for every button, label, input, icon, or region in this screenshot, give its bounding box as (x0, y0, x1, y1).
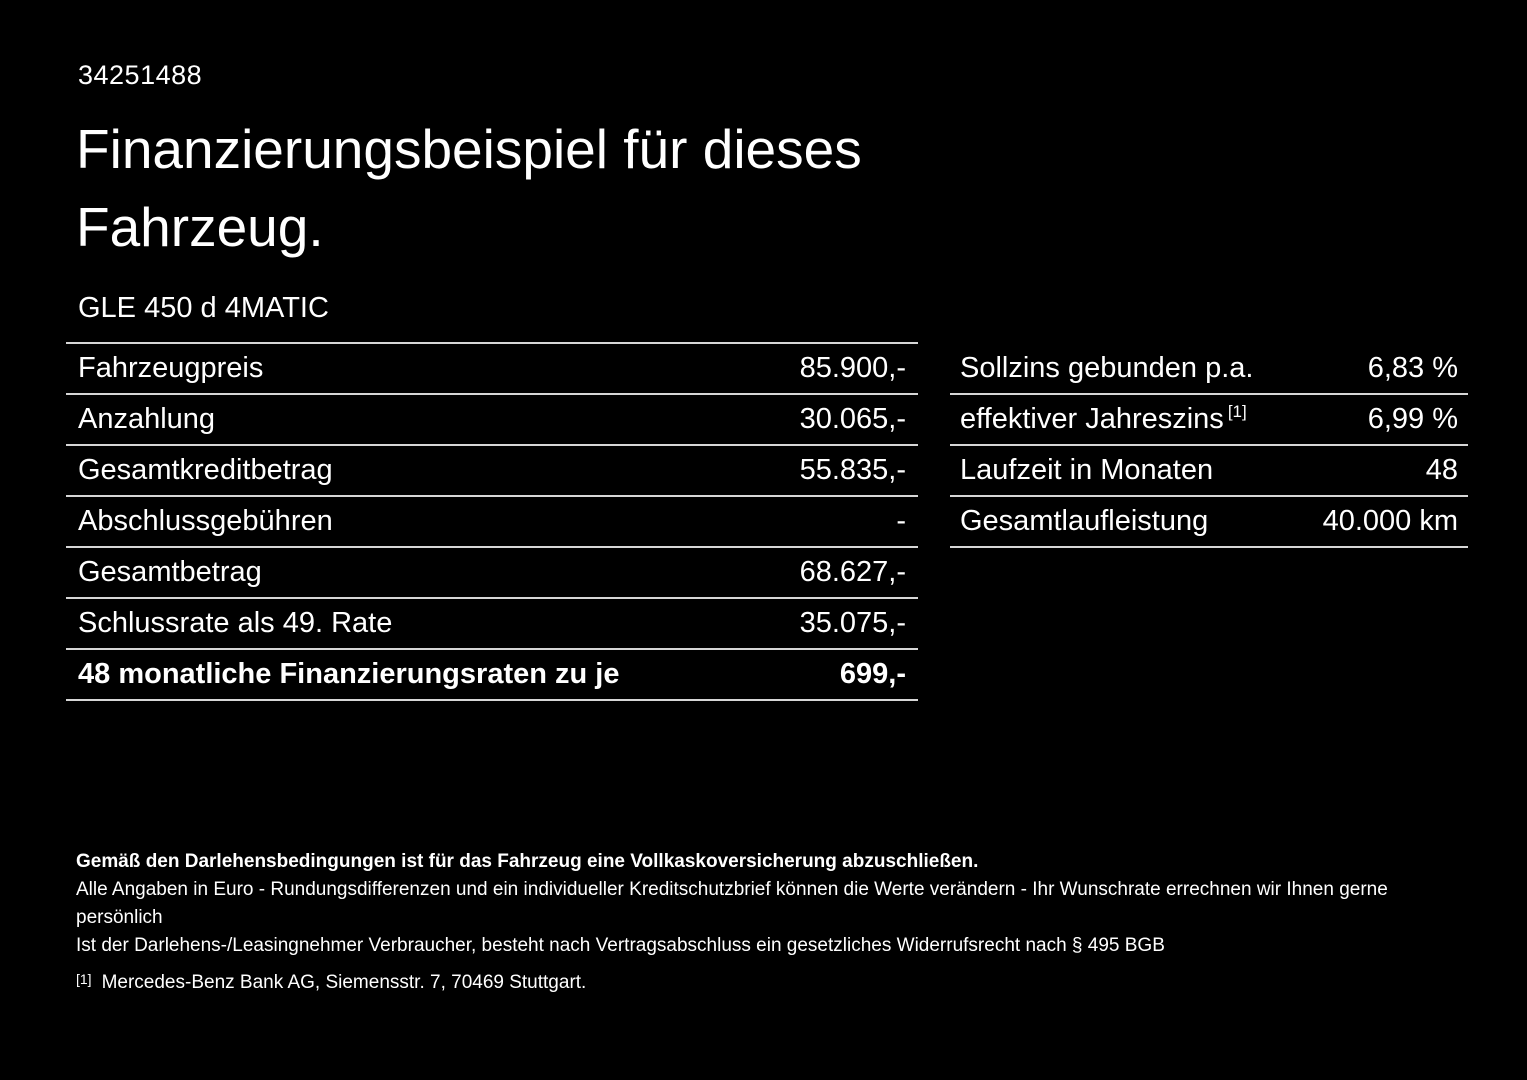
conditions-table: Sollzins gebunden p.a. 6,83 % effektiver… (950, 344, 1468, 548)
row-value: 35.075,- (799, 607, 906, 639)
row-value: 6,99 % (1367, 403, 1458, 435)
vehicle-model-label: GLE 450 d 4MATIC (78, 292, 329, 324)
row-value: 48 (1425, 454, 1458, 486)
row-label: 48 monatliche Finanzierungsraten zu je (78, 658, 620, 690)
row-label: Gesamtlaufleistung (960, 505, 1209, 537)
row-label: Gesamtkreditbetrag (78, 454, 333, 486)
row-value: 68.627,- (799, 556, 906, 588)
table-row-gesamtkreditbetrag: Gesamtkreditbetrag 55.835,- (66, 446, 918, 497)
page-title-line1: Finanzierungsbeispiel für dieses (76, 118, 862, 180)
table-row-gesamtlaufleistung: Gesamtlaufleistung 40.000 km (950, 497, 1468, 548)
table-row-schlussrate: Schlussrate als 49. Rate 35.075,- (66, 599, 918, 650)
page-title-line2: Fahrzeug. (76, 196, 324, 258)
row-label: Anzahlung (78, 403, 216, 435)
row-value: 55.835,- (799, 454, 906, 486)
row-value: 6,83 % (1367, 352, 1458, 384)
row-value: 699,- (839, 658, 906, 690)
row-label: Schlussrate als 49. Rate (78, 607, 393, 639)
row-value: 40.000 km (1322, 505, 1458, 537)
insurance-note: Gemäß den Darlehensbedingungen ist für d… (76, 851, 979, 872)
row-label: Laufzeit in Monaten (960, 454, 1214, 486)
row-label: Gesamtbetrag (78, 556, 262, 588)
footnote-text: Mercedes-Benz Bank AG, Siemensstr. 7, 70… (101, 972, 587, 993)
row-value: - (896, 505, 906, 537)
row-label: effektiver Jahreszins [1] (950, 402, 1247, 436)
row-label-text: effektiver Jahreszins (960, 403, 1224, 435)
page-title: Finanzierungsbeispiel für dieses Fahrzeug… (76, 110, 862, 266)
table-row-fahrzeugpreis: Fahrzeugpreis 85.900,- (66, 344, 918, 395)
row-value: 85.900,- (799, 352, 906, 384)
disclaimer-line2: Ist der Darlehens-/Leasingnehmer Verbrau… (76, 935, 1165, 956)
legal-notes: Gemäß den Darlehensbedingungen ist für d… (76, 848, 1466, 997)
row-label: Abschlussgebühren (78, 505, 333, 537)
table-row-laufzeit: Laufzeit in Monaten 48 (950, 446, 1468, 497)
footnote: [1] Mercedes-Benz Bank AG, Siemensstr. 7,… (76, 969, 1466, 997)
footnote-marker-superscript: [1] (1227, 402, 1247, 421)
financing-table: Fahrzeugpreis 85.900,- Anzahlung 30.065,… (66, 342, 918, 701)
footnote-marker: [1] (76, 971, 92, 987)
row-label: Fahrzeugpreis (78, 352, 264, 384)
reference-number: 34251488 (78, 60, 203, 90)
disclaimer-line1: Alle Angaben in Euro - Rundungsdifferenz… (76, 879, 1388, 928)
table-row-effektiver-jahreszins: effektiver Jahreszins [1] 6,99 % (950, 395, 1468, 446)
row-value: 30.065,- (799, 403, 906, 435)
table-row-sollzins: Sollzins gebunden p.a. 6,83 % (950, 344, 1468, 395)
table-row-gesamtbetrag: Gesamtbetrag 68.627,- (66, 548, 918, 599)
row-label: Sollzins gebunden p.a. (960, 352, 1254, 384)
table-row-abschlussgebuehren: Abschlussgebühren - (66, 497, 918, 548)
table-row-anzahlung: Anzahlung 30.065,- (66, 395, 918, 446)
table-row-monatsrate: 48 monatliche Finanzierungsraten zu je 6… (66, 650, 918, 701)
